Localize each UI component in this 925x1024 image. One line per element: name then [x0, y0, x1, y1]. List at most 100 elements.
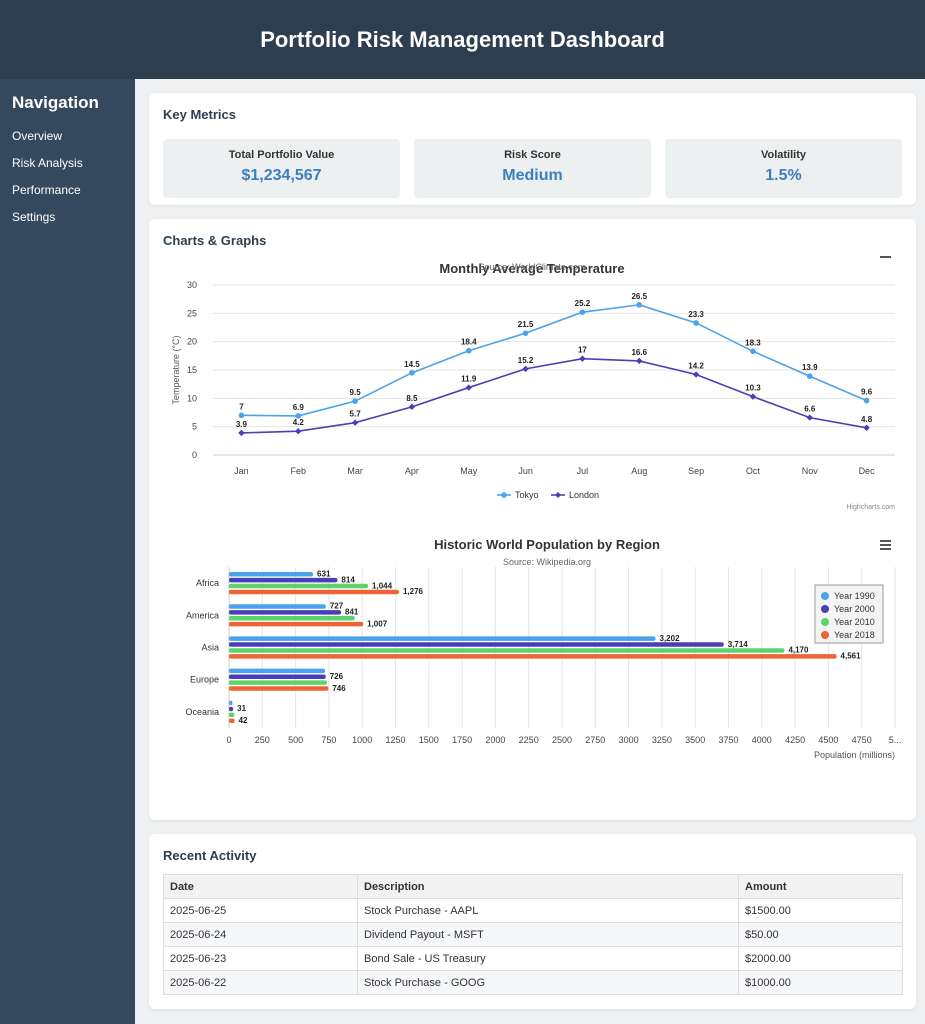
bar — [229, 674, 326, 679]
page-title: Portfolio Risk Management Dashboard — [260, 26, 665, 52]
data-label: 14.2 — [688, 362, 704, 371]
data-point — [692, 371, 700, 378]
data-label: 9.6 — [861, 388, 873, 397]
chart-subtitle: Source: WorldClimate.com — [479, 262, 586, 272]
data-label: 10.3 — [745, 384, 761, 393]
bar — [229, 706, 234, 712]
data-label: 726 — [330, 672, 344, 681]
bar — [229, 700, 233, 706]
x-tick-label: 250 — [255, 735, 270, 745]
main-content: Key Metrics Total Portfolio Value $1,234… — [135, 79, 925, 1024]
x-tick-label: Sep — [688, 466, 704, 476]
data-label: 8.5 — [406, 394, 418, 403]
data-label: 631 — [317, 570, 331, 579]
data-point — [351, 419, 359, 426]
data-label: 4.2 — [293, 418, 305, 427]
cell-date: 2025-06-24 — [163, 922, 358, 947]
data-label: 3,714 — [728, 640, 749, 649]
bar — [229, 642, 724, 647]
y-tick-label: 10 — [187, 393, 197, 403]
x-tick-label: Mar — [347, 466, 363, 476]
legend-label: Year 2000 — [834, 604, 875, 614]
x-tick-label: Oct — [746, 466, 761, 476]
sidebar: Navigation Overview Risk Analysis Perfor… — [0, 79, 135, 1024]
x-tick-label: 500 — [288, 735, 303, 745]
metric-risk-score: Risk Score Medium — [414, 139, 651, 198]
data-label: 7 — [239, 402, 244, 411]
menu-icon[interactable] — [880, 540, 891, 550]
x-tick-label: Jun — [518, 466, 533, 476]
x-tick-label: 2000 — [485, 735, 505, 745]
app-header: Portfolio Risk Management Dashboard — [0, 0, 925, 79]
x-tick-label: 4750 — [852, 735, 872, 745]
bar — [229, 636, 656, 641]
charts-card: Charts & Graphs Monthly Average Temperat… — [149, 219, 916, 820]
data-label: 5.7 — [350, 410, 362, 419]
metric-value: $1,234,567 — [241, 167, 322, 184]
y-tick-label: 25 — [187, 308, 197, 318]
x-tick-label: 1000 — [352, 735, 372, 745]
metric-total-portfolio-value: Total Portfolio Value $1,234,567 — [163, 139, 400, 198]
series-line-tokyo — [241, 304, 867, 417]
column-header-date: Date — [163, 874, 358, 899]
data-label: 26.5 — [631, 292, 647, 301]
sidebar-item-overview[interactable]: Overview — [12, 129, 63, 143]
legend-label: Year 2018 — [834, 630, 875, 640]
data-point — [522, 330, 529, 336]
cell-date: 2025-06-25 — [163, 898, 358, 923]
cell-description: Stock Purchase - AAPL — [357, 898, 739, 923]
legend-marker — [501, 492, 507, 498]
data-point — [693, 320, 699, 326]
bar — [229, 604, 326, 609]
data-label: 18.3 — [745, 338, 761, 347]
cell-amount: $1500.00 — [738, 898, 903, 923]
metric-label: Risk Score — [504, 149, 561, 161]
bar — [229, 686, 329, 691]
y-tick-label: Europe — [190, 675, 219, 685]
activity-table: Date Description Amount 2025-06-25 Stock… — [163, 874, 903, 995]
x-tick-label: 3250 — [652, 735, 672, 745]
bar — [229, 621, 364, 627]
data-label: 15.2 — [518, 356, 534, 365]
bar — [229, 654, 837, 659]
data-point — [863, 397, 870, 404]
data-point — [750, 348, 756, 355]
table-row: 2025-06-25 Stock Purchase - AAPL $1500.0… — [163, 898, 903, 923]
y-tick-label: Africa — [196, 578, 219, 588]
legend-label: Year 2010 — [834, 617, 875, 627]
bar — [229, 718, 235, 723]
data-label: 16.6 — [631, 348, 647, 357]
y-tick-label: 30 — [187, 280, 197, 290]
x-axis-label: Population (millions) — [814, 750, 895, 760]
chart-title: Monthly Average Temperature — [439, 261, 624, 276]
chart-subtitle: Source: Wikipedia.org — [503, 557, 591, 567]
data-label: 25.2 — [575, 299, 591, 308]
legend-label: Year 1990 — [834, 591, 875, 601]
sidebar-item-settings[interactable]: Settings — [12, 210, 56, 224]
x-tick-label: 4000 — [752, 735, 772, 745]
cell-description: Stock Purchase - GOOG — [357, 970, 739, 995]
legend-label: Tokyo — [515, 490, 539, 500]
y-tick-label: America — [186, 610, 219, 620]
menu-icon-bar — [880, 256, 891, 258]
data-label: 11.9 — [461, 375, 477, 384]
data-label: 14.5 — [404, 360, 420, 369]
x-tick-label: 1750 — [452, 735, 472, 745]
data-point — [295, 413, 302, 419]
x-tick-label: 4500 — [818, 735, 838, 745]
sidebar-item-risk-analysis[interactable]: Risk Analysis — [12, 156, 83, 170]
data-label: 746 — [332, 684, 346, 693]
key-metrics-title: Key Metrics — [163, 107, 236, 122]
data-point — [408, 403, 416, 411]
table-row: 2025-06-23 Bond Sale - US Treasury $2000… — [163, 946, 903, 971]
bar — [229, 648, 785, 653]
y-tick-label: 20 — [187, 337, 197, 347]
data-label: 4,170 — [788, 646, 809, 655]
menu-icon[interactable] — [880, 255, 891, 258]
x-tick-label: Aug — [631, 466, 647, 476]
column-header-description: Description — [357, 874, 739, 899]
column-header-amount: Amount — [738, 874, 903, 899]
data-point — [409, 370, 415, 376]
sidebar-item-performance[interactable]: Performance — [12, 183, 81, 197]
metric-volatility: Volatility 1.5% — [665, 139, 902, 198]
